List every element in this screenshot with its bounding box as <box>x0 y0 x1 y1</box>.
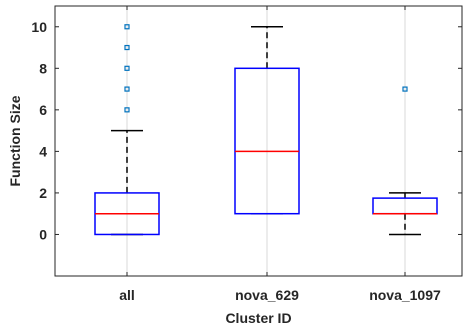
box-nova_1097 <box>372 86 438 236</box>
box-body <box>234 67 300 215</box>
y-tick-label: 6 <box>39 102 47 118</box>
y-tick-label: 2 <box>39 185 47 201</box>
x-tick-label: nova_629 <box>235 287 299 303</box>
plot-area-frame <box>54 5 463 277</box>
outlier-point <box>124 65 130 71</box>
outlier-point <box>124 107 130 113</box>
outlier-point <box>124 44 130 51</box>
grid-lines <box>126 6 406 276</box>
x-tick-label: all <box>119 287 135 303</box>
x-axis-label: Cluster ID <box>225 310 291 326</box>
y-tick-label: 10 <box>31 19 47 35</box>
outlier-point <box>402 86 408 92</box>
y-tick-label: 0 <box>39 226 47 242</box>
y-axis-label: Function Size <box>7 95 23 186</box>
x-tick-label: nova_1097 <box>369 287 441 303</box>
y-tick-label: 8 <box>39 60 47 76</box>
outlier-point <box>124 24 130 30</box>
axis-ticks: 0 2 4 6 8 10 all nova_629 nova_1097 <box>31 6 462 303</box>
outlier-point <box>124 86 130 92</box>
box-all <box>94 24 160 236</box>
box-plot-series <box>94 24 438 236</box>
box-nova_629 <box>234 26 300 215</box>
y-tick-label: 4 <box>39 143 47 159</box>
